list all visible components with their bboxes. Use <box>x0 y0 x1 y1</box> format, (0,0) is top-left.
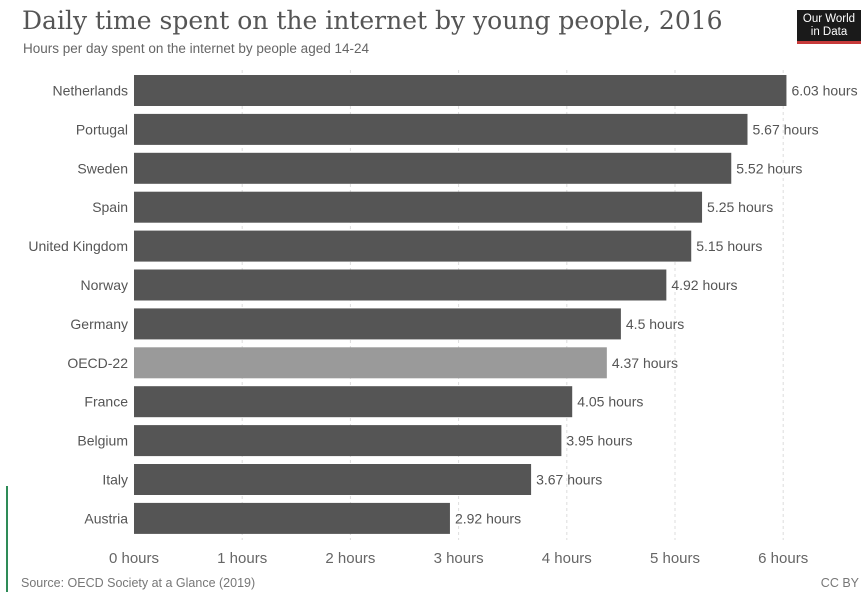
value-label: 2.92 hours <box>455 510 521 526</box>
value-label: 4.5 hours <box>626 316 684 332</box>
category-label: Belgium <box>77 433 128 449</box>
bar[interactable] <box>134 230 692 262</box>
chart-subtitle: Hours per day spent on the internet by p… <box>23 41 369 56</box>
grid-layer <box>241 70 784 540</box>
bar[interactable] <box>134 425 562 457</box>
value-label: 4.37 hours <box>612 355 678 371</box>
value-label: 3.95 hours <box>566 433 632 449</box>
license-link[interactable]: CC BY <box>820 576 859 590</box>
logo-line-1: Our World <box>802 13 856 25</box>
category-label: Austria <box>84 510 128 526</box>
bar[interactable] <box>134 113 748 145</box>
chart-title: Daily time spent on the internet by youn… <box>22 6 723 35</box>
bar[interactable] <box>134 269 667 301</box>
bar[interactable] <box>134 502 450 534</box>
bar[interactable] <box>134 464 532 495</box>
x-tick-label: 6 hours <box>758 550 808 567</box>
bar[interactable] <box>134 152 732 184</box>
category-label: Portugal <box>76 121 128 137</box>
value-label: 6.03 hours <box>791 83 857 99</box>
x-tick-label: 1 hours <box>217 550 267 567</box>
x-tick-label: 5 hours <box>650 550 700 567</box>
category-label: United Kingdom <box>28 238 128 254</box>
value-label: 5.52 hours <box>736 160 802 176</box>
category-label: France <box>84 394 128 410</box>
owid-logo[interactable]: Our World in Data <box>797 10 861 44</box>
value-label: 5.25 hours <box>707 199 773 215</box>
value-label: 4.05 hours <box>577 394 643 410</box>
bar[interactable] <box>134 308 621 340</box>
category-label: Norway <box>81 277 128 293</box>
category-label: Spain <box>92 199 128 215</box>
x-tick-label: 2 hours <box>325 550 375 567</box>
bar[interactable] <box>134 75 787 106</box>
bar[interactable] <box>134 191 703 223</box>
source-note[interactable]: Source: OECD Society at a Glance (2019) <box>21 576 256 590</box>
category-label: Netherlands <box>53 83 129 99</box>
x-tick-label: 0 hours <box>109 550 159 567</box>
category-label: Italy <box>102 472 128 488</box>
category-label: Germany <box>70 316 128 332</box>
x-tick-label: 4 hours <box>542 550 592 567</box>
value-label: 5.67 hours <box>752 121 818 137</box>
value-label: 4.92 hours <box>671 277 737 293</box>
x-tick-label: 3 hours <box>434 550 484 567</box>
logo-line-2: in Data <box>810 26 848 38</box>
accent-line <box>6 486 8 592</box>
bar[interactable] <box>134 386 573 418</box>
bar-layer <box>134 75 787 534</box>
category-label: OECD-22 <box>67 355 128 371</box>
x-axis: 0 hours 1 hours 2 hours 3 hours 4 hours 5 hou… <box>109 550 808 567</box>
category-label: Sweden <box>77 160 128 176</box>
label-layer: Netherlands 6.03 hours Portugal 5.67 hours S… <box>28 83 857 527</box>
bar[interactable] <box>134 347 607 379</box>
value-label: 5.15 hours <box>696 238 762 254</box>
value-label: 3.67 hours <box>536 472 602 488</box>
